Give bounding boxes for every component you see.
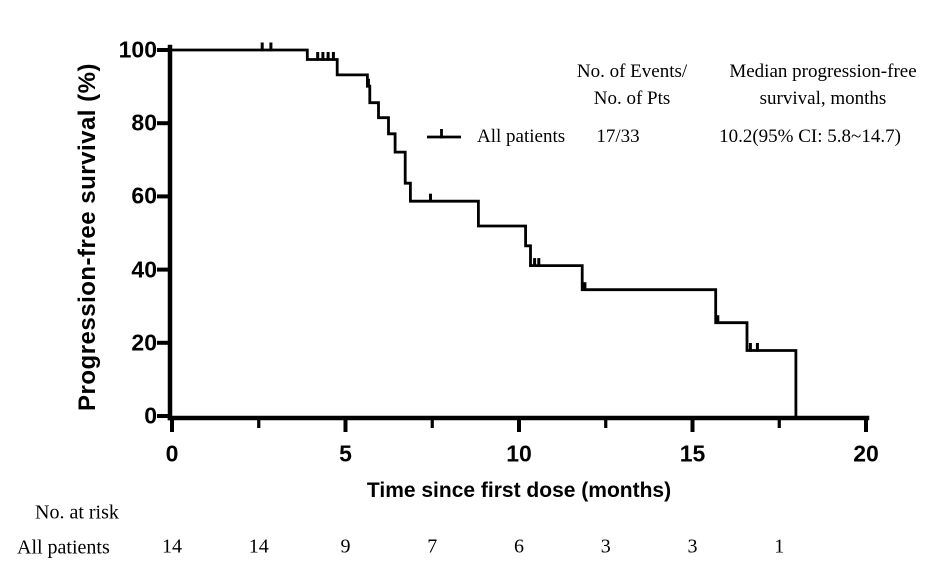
y-tick-label-100: 100 — [118, 36, 157, 63]
x-tick-label-20: 20 — [853, 440, 879, 467]
km-curve — [170, 48, 798, 416]
y-tick-label-40: 40 — [131, 256, 157, 283]
legend-events-header: No. of Events/ No. of Pts — [577, 58, 687, 112]
legend-events-header-line2: No. of Pts — [593, 88, 671, 109]
x-tick-label-15: 15 — [679, 440, 706, 467]
legend-median-value: 10.2(95% CI: 5.8~14.7) — [719, 126, 901, 147]
y-tick-label-80: 80 — [131, 109, 157, 136]
legend-median-header-line1: Median progression-free — [729, 61, 917, 82]
at-risk-value-5: 3 — [600, 535, 611, 558]
x-tick-label-0: 0 — [165, 440, 179, 467]
at-risk-value-0: 14 — [162, 535, 182, 558]
censor-marks — [260, 42, 759, 352]
legend-events-header-line1: No. of Events/ — [576, 61, 688, 82]
legend-median-header: Median progression-free survival, months — [729, 58, 916, 112]
x-tick-label-5: 5 — [339, 440, 352, 467]
y-axis-title: Progression-free survival (%) — [74, 63, 101, 411]
at-risk-value-3: 7 — [427, 535, 438, 558]
y-axis-ticks — [157, 48, 170, 418]
at-risk-value-1: 14 — [248, 535, 269, 558]
x-axis-ticks — [170, 418, 868, 432]
at-risk-title: No. at risk — [35, 501, 119, 524]
at-risk-value-7: 1 — [774, 535, 785, 558]
y-tick-label-60: 60 — [131, 182, 157, 209]
legend-events-value: 17/33 — [596, 126, 640, 147]
y-tick-label-0: 0 — [144, 402, 157, 429]
legend-series-label: All patients — [477, 126, 566, 147]
at-risk-value-2: 9 — [340, 535, 351, 558]
at-risk-value-4: 6 — [514, 535, 524, 558]
x-axis-title: Time since first dose (months) — [366, 479, 672, 502]
legend-symbol — [427, 129, 461, 139]
at-risk-row-label: All patients — [17, 536, 110, 559]
x-tick-label-10: 10 — [506, 440, 532, 467]
y-tick-label-20: 20 — [131, 329, 157, 356]
at-risk-value-6: 3 — [687, 535, 698, 558]
legend-median-header-line2: survival, months — [759, 88, 887, 109]
